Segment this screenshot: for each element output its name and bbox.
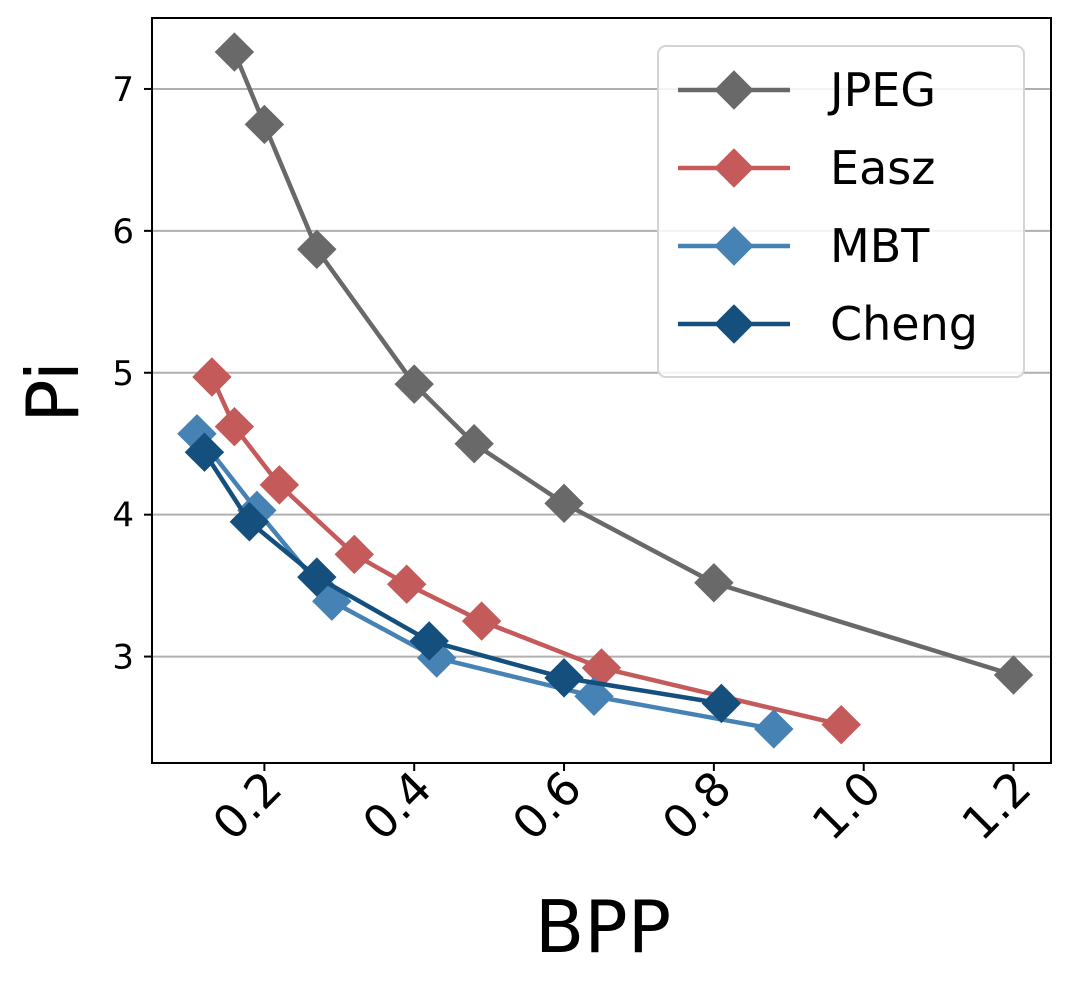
data-point-mbt — [754, 709, 794, 749]
legend-marker-jpeg — [714, 70, 754, 110]
x-axis-label: BPP — [535, 885, 671, 969]
data-point-jpeg — [214, 32, 255, 72]
y-axis-label: Pi — [11, 361, 95, 423]
y-tick-label: 4 — [112, 496, 134, 536]
data-point-jpeg — [993, 655, 1034, 695]
data-point-cheng — [229, 502, 270, 542]
legend-item-mbt: MBT — [678, 219, 930, 273]
data-point-jpeg — [394, 364, 434, 404]
data-point-easz — [334, 534, 374, 575]
plot-frame — [151, 17, 1052, 764]
data-point-easz — [192, 357, 232, 397]
series-line-mbt — [195, 432, 775, 732]
series-line-jpeg — [232, 51, 1015, 678]
data-point-cheng — [544, 658, 584, 698]
legend-label-cheng: Cheng — [830, 297, 978, 351]
y-tick-label: 6 — [112, 212, 134, 252]
y-tick-label: 5 — [112, 354, 134, 394]
legend-label-jpeg: JPEG — [827, 63, 936, 117]
series-layer — [177, 32, 1034, 749]
series-cheng — [184, 432, 742, 724]
legend-item-jpeg: JPEG — [678, 63, 936, 117]
legend-item-easz: Easz — [678, 141, 935, 195]
data-point-easz — [214, 406, 255, 447]
data-point-jpeg — [244, 104, 285, 145]
data-point-easz — [259, 465, 300, 505]
legend-box — [657, 45, 1025, 378]
legend-marker-cheng — [714, 304, 754, 344]
y-tick-label: 7 — [112, 70, 134, 110]
legend-label-easz: Easz — [830, 141, 935, 195]
legend-label-mbt: MBT — [830, 219, 930, 273]
legend: JPEG Easz MBT Cheng — [657, 45, 1025, 378]
data-point-jpeg — [297, 229, 337, 270]
data-point-cheng — [701, 683, 742, 724]
data-point-jpeg — [454, 424, 494, 464]
legend-marker-mbt — [714, 226, 754, 266]
data-point-mbt — [574, 676, 614, 717]
y-axis-ticks: 3 4 5 6 7 — [112, 70, 152, 678]
data-point-easz — [387, 564, 427, 604]
data-point-cheng — [409, 621, 449, 661]
y-tick-label: 3 — [112, 638, 134, 678]
data-point-easz — [821, 704, 861, 745]
data-point-jpeg — [544, 483, 584, 524]
data-point-jpeg — [694, 563, 734, 603]
legend-marker-easz — [714, 148, 754, 188]
series-jpeg — [214, 32, 1034, 695]
legend-item-cheng: Cheng — [678, 297, 978, 351]
data-point-cheng — [297, 557, 337, 597]
data-point-cheng — [184, 432, 225, 472]
series-easz — [192, 357, 861, 745]
data-point-easz — [461, 601, 502, 641]
